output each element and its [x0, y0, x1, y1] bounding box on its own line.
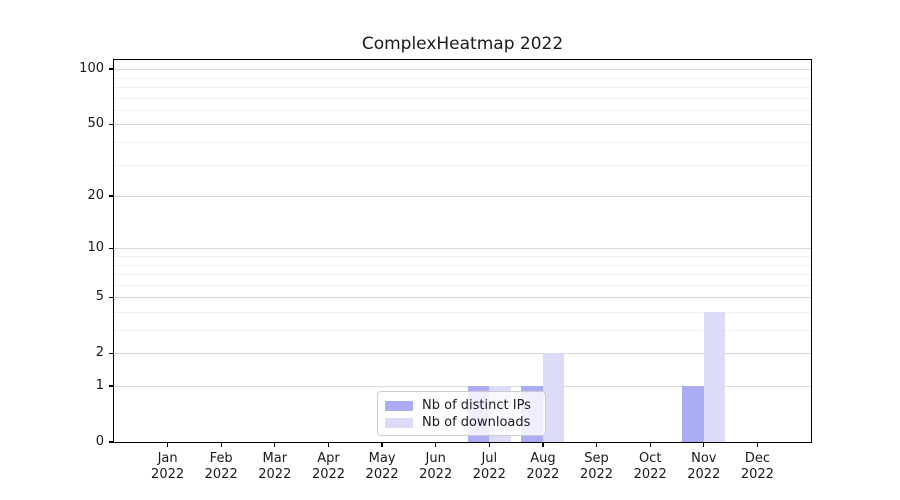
y-axis-tick-label: 50 [87, 116, 104, 132]
y-axis-tick-label: 10 [87, 240, 104, 256]
chart-title: ComplexHeatmap 2022 [361, 34, 564, 54]
y-axis-tick-label: 5 [95, 289, 104, 305]
gridline-major [114, 353, 811, 355]
x-axis-tick-label: Jul 2022 [472, 451, 506, 482]
x-axis-tick-label: Jan 2022 [151, 451, 185, 482]
y-axis-tick [109, 195, 114, 197]
x-axis-tick-label: May 2022 [365, 451, 399, 482]
y-axis-tick [109, 352, 114, 354]
legend-label-distinct-ips: Nb of distinct IPs [422, 398, 531, 413]
x-axis-tick-label: Sep 2022 [579, 451, 614, 482]
y-axis-tick [109, 123, 114, 125]
x-axis-tick-label: Mar 2022 [258, 451, 292, 482]
legend-swatch-distinct-ips [385, 400, 413, 411]
y-axis-tick [109, 296, 114, 298]
x-axis-tick [220, 442, 222, 447]
y-axis-tick-label: 0 [95, 434, 104, 449]
gridline-minor [114, 264, 811, 266]
x-axis-tick [166, 442, 169, 447]
legend: Nb of distinct IPs Nb of downloads [377, 391, 546, 436]
x-axis-tick-label: Oct 2022 [633, 451, 667, 482]
x-axis-tick-label: Feb 2022 [204, 451, 238, 482]
x-axis-tick-label: Apr 2022 [311, 451, 346, 482]
x-axis-tick-label: Nov 2022 [687, 451, 721, 482]
legend-label-downloads: Nb of downloads [422, 415, 531, 430]
gridline-minor [114, 330, 811, 331]
x-axis-tick [274, 442, 276, 447]
y-axis-tick-label: 20 [87, 188, 104, 203]
gridline-minor [114, 311, 811, 313]
gridline-major [114, 69, 811, 71]
x-axis-tick-label: Aug 2022 [526, 451, 560, 482]
y-axis-tick-label: 2 [95, 345, 104, 361]
y-axis-tick-label: 1 [95, 378, 104, 393]
gridline-minor [114, 141, 811, 143]
gridline-minor [114, 109, 811, 111]
gridline-major [114, 196, 811, 197]
bar-downloads [542, 353, 565, 442]
gridline-minor [114, 274, 811, 275]
gridline-major [114, 386, 811, 387]
gridline-major [114, 124, 811, 126]
x-axis-tick [756, 442, 759, 447]
x-axis-tick [595, 442, 598, 447]
legend-item-downloads: Nb of downloads [385, 414, 545, 431]
x-axis-tick [381, 442, 383, 447]
x-axis-tick [703, 442, 705, 447]
bar-distinct-ips [682, 386, 704, 442]
y-axis-tick [109, 68, 114, 70]
x-axis-tick [488, 442, 490, 447]
gridline-major [114, 248, 811, 250]
gridline-minor [114, 284, 811, 286]
x-axis-tick [435, 442, 437, 447]
gridline-major [114, 297, 811, 299]
y-axis-tick [109, 385, 114, 387]
legend-swatch-downloads [385, 417, 413, 428]
y-axis-tick-label: 100 [79, 61, 104, 77]
x-axis-tick [649, 442, 651, 447]
gridline-minor [114, 97, 811, 99]
x-axis-tick [542, 442, 544, 447]
bar-downloads [703, 311, 726, 442]
gridline-minor [114, 164, 811, 166]
y-axis-tick [109, 247, 114, 249]
x-axis-tick-label: Dec 2022 [740, 451, 774, 482]
x-axis-tick [327, 442, 330, 447]
y-axis-tick [109, 441, 114, 443]
gridline-minor [114, 86, 811, 88]
plot-area: 0 1 2 5 10 20 50 100 Jan 2022 Feb 2022 Mar 2022 Apr… [79, 59, 812, 482]
x-axis-tick-label: Jun 2022 [419, 451, 453, 482]
gridline-minor [114, 77, 811, 79]
gridline-minor [114, 255, 811, 257]
legend-item-distinct-ips: Nb of distinct IPs [385, 397, 545, 414]
